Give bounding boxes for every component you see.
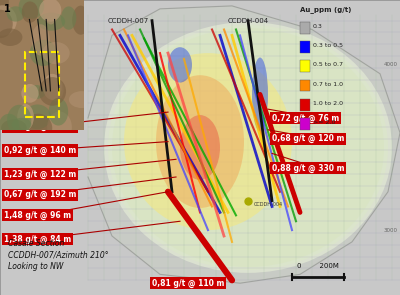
Text: 0.7 to 1.0: 0.7 to 1.0	[313, 82, 343, 86]
Ellipse shape	[44, 0, 58, 24]
Ellipse shape	[12, 118, 32, 131]
Text: 0,81 g/t @ 110 m: 0,81 g/t @ 110 m	[152, 279, 224, 288]
Ellipse shape	[0, 28, 22, 46]
Ellipse shape	[7, 105, 31, 135]
Text: CCDDH-007: CCDDH-007	[107, 18, 149, 24]
Ellipse shape	[156, 75, 244, 208]
Text: 0,67 g/t @ 192 m: 0,67 g/t @ 192 m	[4, 190, 76, 199]
Text: Au_ppm (g/t): Au_ppm (g/t)	[300, 6, 351, 13]
Text: 3000: 3000	[384, 228, 398, 232]
Ellipse shape	[0, 114, 19, 138]
Text: 1,48 g/t @ 96 m: 1,48 g/t @ 96 m	[4, 211, 71, 220]
Text: 0.3: 0.3	[313, 24, 323, 29]
Ellipse shape	[22, 1, 38, 23]
Ellipse shape	[7, 6, 25, 22]
Text: 0        200M: 0 200M	[297, 263, 339, 269]
FancyBboxPatch shape	[300, 80, 310, 91]
Text: CCDDH-004: CCDDH-004	[228, 18, 268, 24]
Ellipse shape	[37, 13, 65, 31]
FancyBboxPatch shape	[300, 60, 310, 72]
Text: 4000: 4000	[384, 63, 398, 67]
Text: 0,70 g/t @ 102 m: 0,70 g/t @ 102 m	[4, 122, 76, 131]
Ellipse shape	[180, 115, 220, 180]
Ellipse shape	[112, 28, 384, 267]
Ellipse shape	[30, 40, 57, 66]
Text: Casale Section
CCDDH-007/Azimuth 210°
Looking to NW: Casale Section CCDDH-007/Azimuth 210° Lo…	[8, 239, 109, 271]
Text: 0,68 g/t @ 120 m: 0,68 g/t @ 120 m	[272, 134, 344, 143]
Ellipse shape	[43, 74, 62, 100]
Ellipse shape	[1, 119, 27, 136]
Text: >= 2.0: >= 2.0	[313, 120, 335, 125]
Ellipse shape	[0, 5, 17, 36]
FancyBboxPatch shape	[300, 41, 310, 53]
Ellipse shape	[21, 84, 38, 103]
Text: CCDDH-004: CCDDH-004	[254, 202, 283, 207]
Ellipse shape	[72, 6, 89, 35]
Ellipse shape	[61, 6, 76, 30]
FancyBboxPatch shape	[300, 22, 310, 34]
Ellipse shape	[108, 25, 388, 270]
Text: 1,38 g/t @ 84 m: 1,38 g/t @ 84 m	[4, 235, 71, 243]
Ellipse shape	[47, 112, 72, 143]
Text: 0.5 to 0.7: 0.5 to 0.7	[313, 63, 343, 67]
Ellipse shape	[27, 85, 46, 99]
Ellipse shape	[19, 0, 44, 19]
Ellipse shape	[69, 91, 95, 108]
FancyBboxPatch shape	[300, 118, 310, 130]
Ellipse shape	[32, 24, 50, 55]
Ellipse shape	[0, 10, 13, 38]
Ellipse shape	[24, 114, 52, 142]
Ellipse shape	[39, 77, 66, 106]
Text: 0,72 g/t @ 76 m: 0,72 g/t @ 76 m	[272, 114, 339, 122]
Text: 0,88 g/t @ 330 m: 0,88 g/t @ 330 m	[272, 164, 344, 173]
Ellipse shape	[124, 53, 292, 230]
Text: 0,92 g/t @ 140 m: 0,92 g/t @ 140 m	[4, 146, 76, 155]
Polygon shape	[88, 6, 400, 283]
Text: 1,23 g/t @ 122 m: 1,23 g/t @ 122 m	[4, 170, 76, 178]
Ellipse shape	[39, 0, 61, 22]
Ellipse shape	[0, 0, 9, 13]
Ellipse shape	[42, 42, 70, 64]
Ellipse shape	[49, 98, 68, 126]
Ellipse shape	[252, 58, 268, 131]
Text: 0.3 to 0.5: 0.3 to 0.5	[313, 43, 343, 48]
Ellipse shape	[17, 104, 34, 130]
Text: 1.0 to 2.0: 1.0 to 2.0	[313, 101, 343, 106]
Ellipse shape	[24, 104, 51, 129]
Text: 1: 1	[4, 4, 11, 14]
Ellipse shape	[48, 77, 64, 101]
FancyBboxPatch shape	[300, 99, 310, 111]
Ellipse shape	[104, 22, 392, 273]
Ellipse shape	[168, 47, 192, 83]
